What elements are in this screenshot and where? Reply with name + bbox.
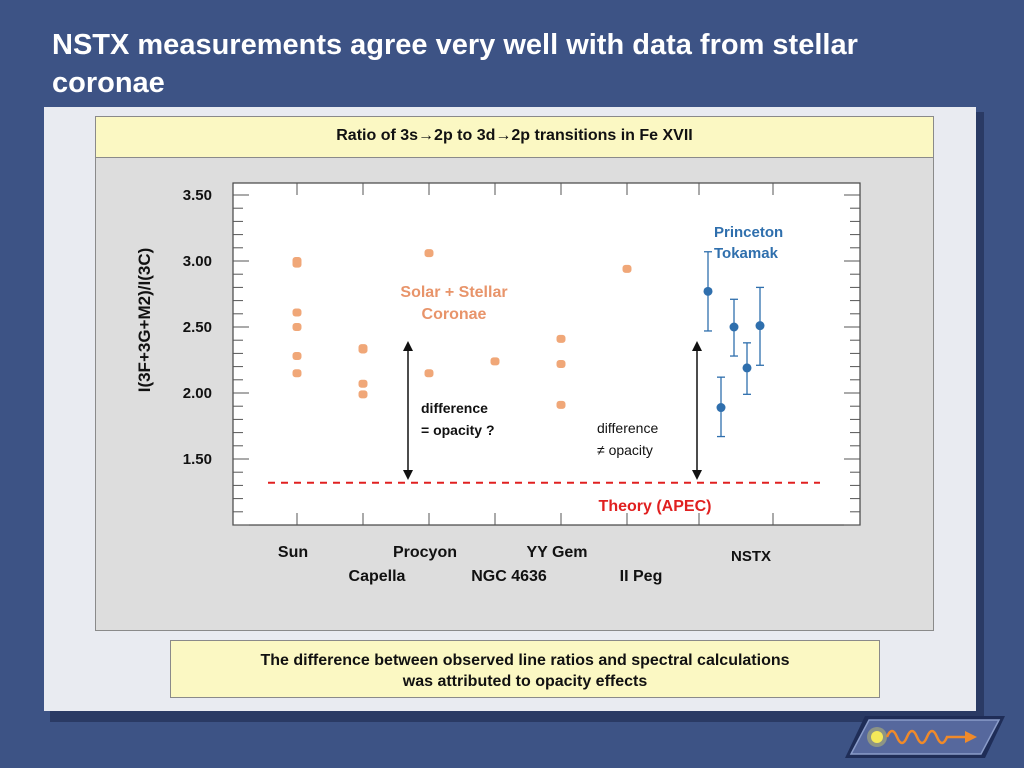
nstx-data-point [716,403,726,413]
stellar-data-point [358,345,368,354]
nstx-data-point [729,322,739,332]
stellar-label-line1: Solar + Stellar [400,284,507,301]
stellar-data-point [292,259,302,268]
nstx-legend-line1: Princeton [714,224,783,241]
x-category-label: NGC 4636 [471,568,547,585]
arrow-opacity-head-top [403,341,413,351]
caption-line-1: The difference between observed line rat… [260,652,790,669]
stellar-data-point [490,357,500,366]
x-category-label: Sun [278,544,308,561]
x-category-label: Capella [349,568,406,585]
nstx-x-label: NSTX [731,548,771,565]
stellar-data-point [622,264,632,273]
x-category-label: II Peg [620,568,663,585]
stellar-data-point [424,369,434,378]
nstx-data-point [742,363,752,373]
nstx-legend-line2: Tokamak [714,245,779,262]
stellar-data-point [556,359,566,368]
stellar-label-line2: Coronae [422,306,487,323]
annotation-2-line2: ≠ opacity [597,442,653,458]
nstx-data-point [755,321,765,331]
stellar-data-point [358,379,368,388]
y-tick-label: 3.00 [183,253,212,270]
x-category-label: YY Gem [526,544,587,561]
nstx-data-point [703,286,713,296]
caption-box: The difference between observed line rat… [170,640,880,698]
stellar-data-point [556,334,566,343]
y-tick-label: 3.50 [183,187,212,204]
y-tick-label: 1.50 [183,451,212,468]
stellar-data-point [292,369,302,378]
arrow-opacity-head-bottom [403,470,413,480]
stellar-data-point [292,308,302,317]
slide-title: NSTX measurements agree very well with d… [52,29,858,99]
wave-arrow-logo-icon [843,713,1007,761]
plot-area [232,182,861,526]
stellar-data-point [292,323,302,331]
y-axis-label: I(3F+3G+M2)/I(3C) [135,248,154,393]
theory-label: Theory (APEC) [599,498,712,515]
stellar-data-point [556,400,566,409]
y-tick-label: 2.00 [183,385,212,402]
arrow-not-opacity-head-top [692,341,702,351]
x-category-label: Procyon [393,544,457,561]
annotation-1-line1: difference [421,400,488,416]
chart-title: Ratio of 3s→2p to 3d→2p transitions in F… [336,127,693,144]
figure-header: Ratio of 3s→2p to 3d→2p transitions in F… [96,117,933,158]
stellar-data-point [424,249,434,258]
arrow-not-opacity-head-bottom [692,470,702,480]
annotation-2-line1: difference [597,420,658,436]
annotation-1-line2: = opacity ? [421,422,495,438]
stellar-data-point [292,352,302,361]
y-tick-label: 2.50 [183,319,212,336]
stellar-data-point [358,390,368,399]
caption-line-2: was attributed to opacity effects [402,673,648,690]
